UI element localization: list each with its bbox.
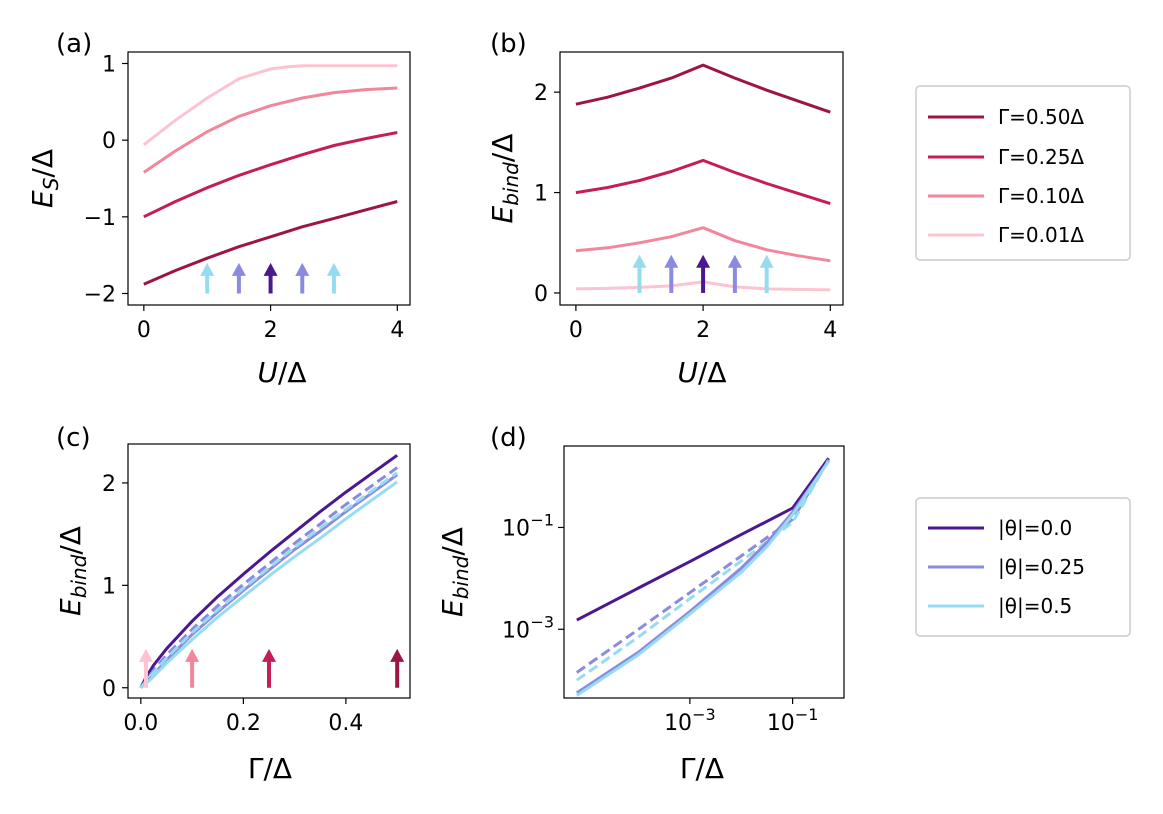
- x-tick-label: 2: [696, 318, 710, 343]
- x-tick-exponent: −3: [692, 705, 716, 724]
- y-tick-label: 10: [502, 516, 530, 541]
- series-line: [143, 200, 398, 286]
- x-tick-label: 0.0: [123, 711, 158, 736]
- legend-theta-frame: [915, 497, 1131, 637]
- x-tick-label: 4: [390, 318, 404, 343]
- y-tick-label: −1: [84, 206, 116, 231]
- series-line: [575, 459, 830, 682]
- series-line: [143, 131, 398, 219]
- legend-theta: |θ|=0.0 |θ|=0.25 |θ|=0.5: [915, 497, 1131, 637]
- panel-3-series: [575, 457, 830, 697]
- legend-gamma: Γ=0.50Δ Γ=0.25Δ Γ=0.10Δ Γ=0.01Δ: [915, 85, 1131, 261]
- y-tick-label: 1: [102, 574, 116, 599]
- axes-frame: [563, 445, 845, 699]
- y-tick-label: 2: [534, 81, 548, 106]
- panel-label: (b): [490, 29, 527, 59]
- arrow-head: [185, 648, 200, 662]
- legend-gamma-label-0: Γ=0.50Δ: [998, 105, 1084, 129]
- panel-2: 0.0 0.2 0.4 0 1 2 (c) Γ/Δ Ebind/Δ: [54, 423, 411, 785]
- series-line: [575, 459, 830, 695]
- axes-frame: [559, 51, 844, 306]
- axes-frame: [127, 51, 411, 306]
- x-tick-label: 10−1: [767, 705, 819, 736]
- x-axis-label: Γ/Δ: [680, 752, 724, 785]
- x-tick-label: 10−3: [664, 705, 716, 736]
- arrow-head: [200, 262, 215, 276]
- arrow-head: [263, 262, 278, 276]
- x-tick-label: 0: [137, 318, 151, 343]
- arrow-head: [295, 262, 310, 276]
- arrow-head: [664, 254, 679, 268]
- arrow-head: [696, 254, 711, 268]
- y-tick-label: 10: [502, 618, 530, 643]
- y-tick-label: 0: [534, 282, 548, 307]
- x-axis-label: Γ/Δ: [248, 752, 292, 785]
- y-tick-label: 2: [102, 472, 116, 497]
- series-line: [139, 480, 399, 689]
- panel-0-series: [142, 64, 398, 286]
- series-line: [575, 226, 831, 263]
- arrow-head: [326, 262, 341, 276]
- y-tick-label: 1: [102, 53, 116, 78]
- series-line: [575, 63, 831, 114]
- panel-label: (a): [56, 29, 92, 59]
- arrow-head: [727, 254, 742, 268]
- y-tick-label: 1: [534, 182, 548, 207]
- y-axis-label: ES/Δ: [26, 149, 63, 208]
- series-line: [576, 457, 830, 622]
- y-axis-label: Ebind/Δ: [54, 526, 91, 616]
- y-tick-exponent: −1: [530, 510, 554, 529]
- y-tick-label: −2: [84, 283, 116, 308]
- arrow-head: [231, 262, 246, 276]
- legend-gamma-frame: [915, 85, 1131, 261]
- series-line: [139, 454, 399, 689]
- series-line: [575, 158, 831, 206]
- legend-theta-label-1: |θ|=0.25: [998, 555, 1085, 579]
- legend-theta-label-0: |θ|=0.0: [998, 516, 1072, 540]
- arrow-head: [632, 254, 647, 268]
- series-line: [139, 471, 399, 689]
- x-axis-label: U/Δ: [677, 356, 726, 389]
- x-axis-label: U/Δ: [257, 356, 306, 389]
- panel-label: (c): [56, 423, 91, 453]
- x-tick-label: 0: [569, 318, 583, 343]
- y-axis-label: Ebind/Δ: [436, 527, 473, 617]
- arrow-head: [262, 648, 276, 662]
- series-line: [575, 458, 830, 674]
- y-tick-exponent: −3: [530, 612, 554, 631]
- panel-2-series: [139, 454, 399, 689]
- arrow-head: [138, 648, 153, 662]
- arrow-head: [759, 254, 774, 268]
- y-tick-label: 0: [102, 677, 116, 702]
- series-line: [142, 64, 398, 146]
- arrow-head: [390, 648, 405, 662]
- legend-theta-label-2: |θ|=0.5: [998, 594, 1072, 618]
- panel-0: 0 2 4 −2 −1 0 1 (a) U/Δ ES/Δ: [26, 29, 411, 389]
- x-tick-label: 0.4: [328, 711, 363, 736]
- legend-gamma-label-3: Γ=0.01Δ: [998, 223, 1084, 247]
- panel-label: (d): [490, 423, 527, 453]
- y-tick-label: 0: [102, 129, 116, 154]
- x-tick-label: 2: [264, 318, 278, 343]
- axes-frame: [127, 443, 411, 699]
- series-line: [575, 460, 830, 697]
- legend-gamma-label-1: Γ=0.25Δ: [998, 145, 1084, 169]
- legend-gamma-label-2: Γ=0.10Δ: [998, 184, 1084, 208]
- x-tick-label: 4: [823, 318, 837, 343]
- series-line: [142, 86, 398, 174]
- panel-1: 0 2 4 0 1 2 (b) U/Δ Ebind/Δ: [486, 29, 844, 389]
- x-tick-label: 0.2: [226, 711, 261, 736]
- x-tick-exponent: −1: [795, 705, 819, 724]
- y-axis-label: Ebind/Δ: [486, 134, 523, 224]
